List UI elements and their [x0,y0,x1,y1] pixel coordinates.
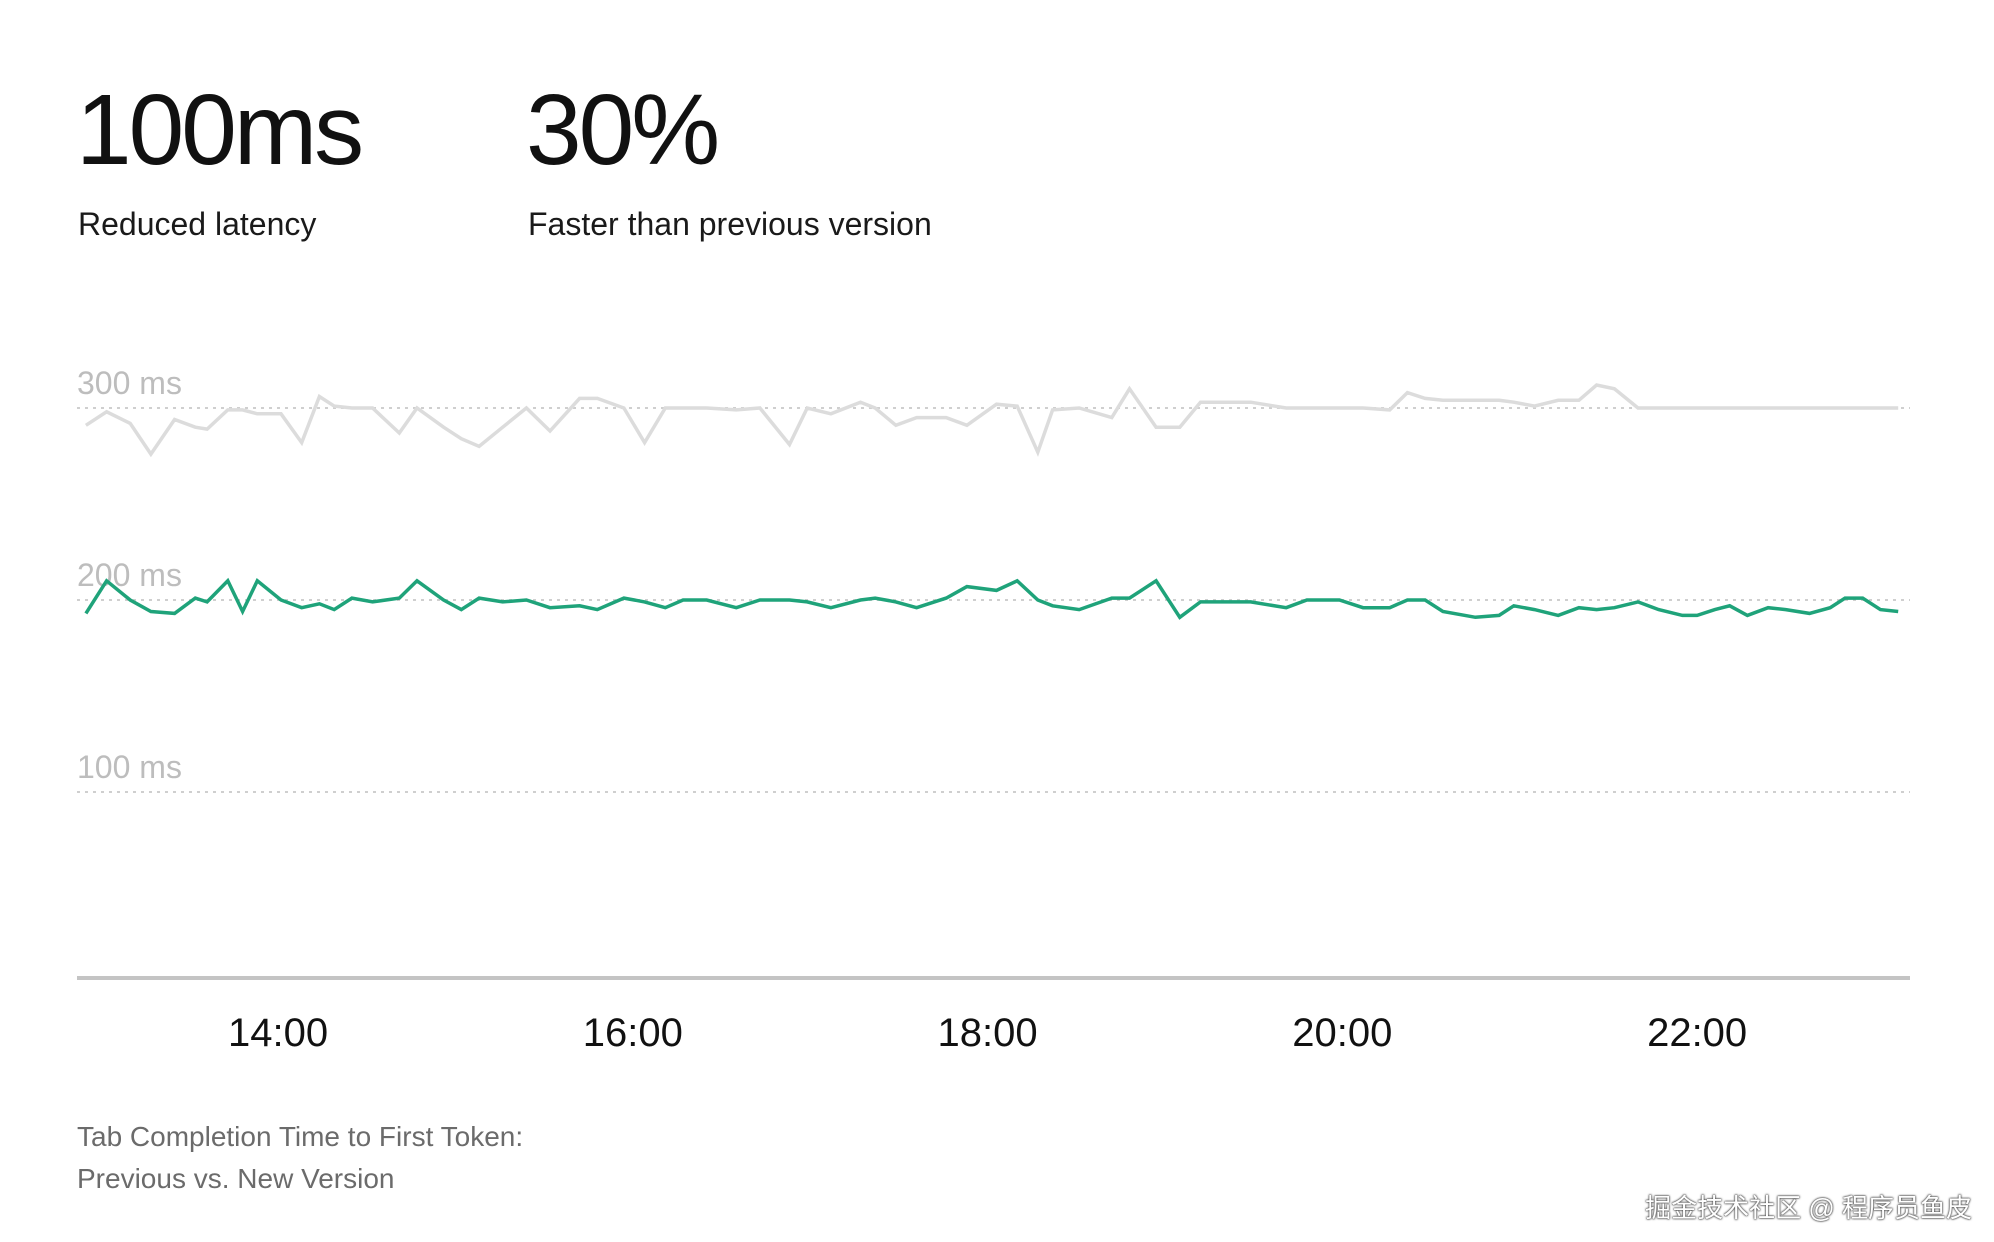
x-tick-label: 20:00 [1292,1011,1392,1055]
stat-latency-label: Reduced latency [78,206,317,242]
chart-caption: Tab Completion Time to First Token: Prev… [77,1116,523,1200]
y-tick-label: 200 ms [77,557,182,593]
caption-line-1: Tab Completion Time to First Token: [77,1121,524,1152]
x-axis-labels: 14:00 16:00 18:00 20:00 22:00 [228,1011,1747,1055]
x-tick-label: 22:00 [1647,1011,1747,1055]
watermark: 掘金技术社区 @ 程序员鱼皮 [1645,1193,1972,1223]
x-tick-label: 18:00 [938,1011,1038,1055]
series-lines [84,383,1899,620]
stat-speed: 30% Faster than previous version [526,74,932,242]
stat-speed-label: Faster than previous version [528,206,932,242]
y-tick-label: 100 ms [77,749,182,785]
x-tick-label: 14:00 [228,1011,328,1055]
series-line-new [84,577,1899,620]
caption-line-2: Previous vs. New Version [77,1163,395,1194]
series-line-previous [84,383,1899,458]
y-axis-labels: 100 ms 200 ms 300 ms [77,365,182,785]
y-tick-label: 300 ms [77,365,182,401]
stat-latency-value: 100ms [76,74,364,186]
stat-latency: 100ms Reduced latency [76,74,364,242]
x-tick-label: 16:00 [583,1011,683,1055]
stat-speed-value: 30% [526,74,720,186]
